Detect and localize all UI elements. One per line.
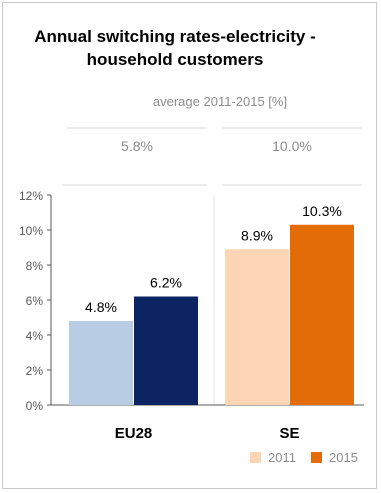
chart-subtitle: average 2011-2015 [%] <box>152 94 288 109</box>
legend-item-2011: 2011 <box>250 450 296 465</box>
legend-swatch-2015 <box>311 452 322 463</box>
bar-eu28-2011 <box>69 321 133 405</box>
legend-label-2011: 2011 <box>268 450 296 465</box>
x-category-label-se: SE <box>279 425 299 442</box>
chart-title: Annual switching rates-electricity - hou… <box>0 25 350 71</box>
bar-se-2011 <box>225 249 289 405</box>
title-line-1: Annual switching rates-electricity - <box>34 27 316 46</box>
y-tick-label: 4% <box>26 329 44 343</box>
legend-item-2015: 2015 <box>311 450 358 465</box>
title-line-2: household customers <box>86 50 264 69</box>
average-eu28: 5.8% <box>121 138 153 154</box>
average-se: 10.0% <box>272 138 312 154</box>
y-tick-label: 0% <box>26 399 44 413</box>
data-label-eu28-2011: 4.8% <box>85 299 117 315</box>
legend-label-2015: 2015 <box>329 450 358 465</box>
y-tick-label: 2% <box>26 364 44 378</box>
y-tick-label: 10% <box>19 224 43 238</box>
y-tick-label: 12% <box>19 189 43 203</box>
data-label-eu28-2015: 6.2% <box>150 275 182 291</box>
data-label-se-2015: 10.3% <box>302 203 342 219</box>
y-tick-label: 8% <box>26 259 44 273</box>
data-label-se-2011: 8.9% <box>241 227 273 243</box>
bar-se-2015 <box>290 224 354 405</box>
legend-swatch-2011 <box>250 452 261 463</box>
y-tick-label: 6% <box>26 294 44 308</box>
bar-eu28-2015 <box>134 296 198 405</box>
x-category-label-eu28: EU28 <box>115 425 153 442</box>
